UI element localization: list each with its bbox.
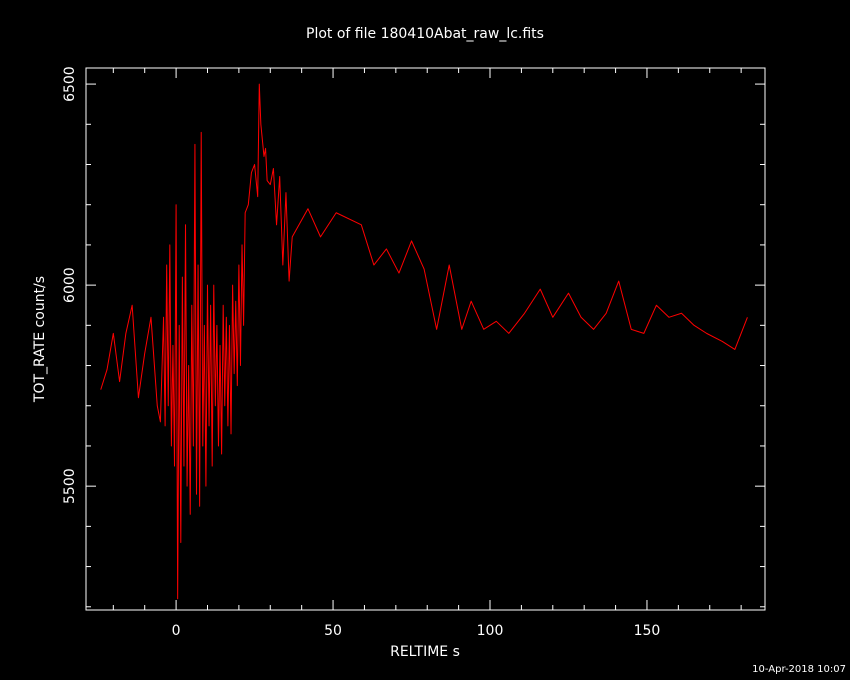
y-tick-label: 5500 — [62, 468, 78, 504]
x-tick-label: 0 — [172, 623, 181, 639]
y-axis-label: TOT_RATE count/s — [32, 276, 48, 403]
plot-frame — [85, 67, 766, 611]
x-axis-label: RELTIME s — [390, 644, 460, 660]
y-tick-label: 6500 — [62, 66, 78, 102]
timestamp: 10-Apr-2018 10:07 — [752, 664, 846, 675]
x-tick-label: 50 — [324, 623, 342, 639]
x-tick-label: 150 — [634, 623, 661, 639]
data-line — [100, 83, 748, 600]
y-tick-label: 6000 — [62, 267, 78, 303]
chart-title: Plot of file 180410Abat_raw_lc.fits — [306, 26, 544, 42]
x-tick-label: 100 — [477, 623, 504, 639]
